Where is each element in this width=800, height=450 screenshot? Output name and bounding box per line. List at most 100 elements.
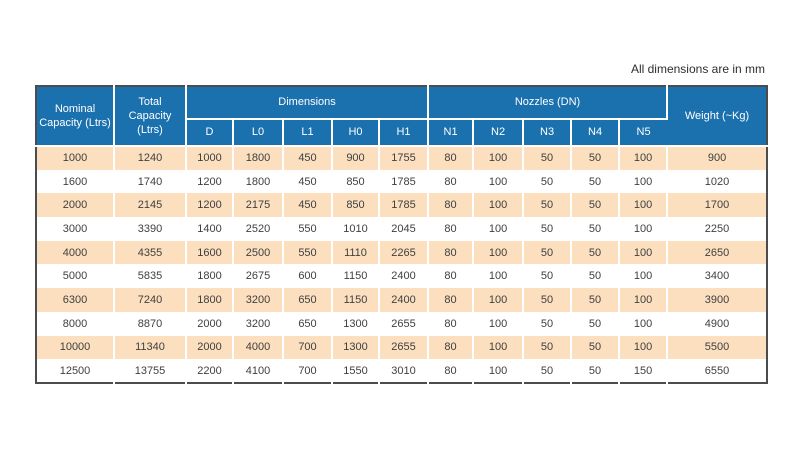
table-cell: 3200 [233,311,284,336]
table-cell: 100 [619,146,669,170]
table-cell: 1600 [186,240,234,265]
table-row: 10000 11340 2000 4000 700 1300 2655 80 100 50 50 10… [36,335,768,360]
table-cell: 1150 [332,264,380,289]
subheader-n3: N3 [523,119,573,147]
table-cell: 6550 [704,364,730,377]
table-cell: 50 [571,169,621,194]
table-cell: 2000 [186,311,234,336]
table-cell: 1200 [186,193,234,218]
table-cell: 5000 [36,264,115,289]
table-cell: 4000 [233,335,284,360]
subheader-d: D [186,119,234,147]
table-cell: 100 [473,335,525,360]
table-cell: 100 [473,193,525,218]
table-cell: 50 [523,169,573,194]
table-cell: 2500 [233,240,284,265]
table-cell: 50 [571,335,621,360]
table-cell: 1300 [332,335,380,360]
table-cell: 2400 [379,264,430,289]
table-cell: 100 [473,169,525,194]
table-cell: 850 [332,193,380,218]
table-cell: 50 [523,146,573,170]
table-cell: 1800 [186,288,234,312]
subheader-h1: H1 [379,119,430,147]
table-cell: 50 [571,264,621,289]
table-cell: 5500 [704,341,730,354]
table-cell: 700 [283,359,333,383]
table-cell: 100 [619,169,669,194]
table-cell: 2200 [186,359,234,383]
table-cell: 3900 [704,293,730,306]
table-cell: 100 [473,288,525,312]
table-cell: 2655 [379,311,430,336]
table-cell: 80 [428,335,475,360]
table-cell: 900 [707,152,727,165]
table-cell: 1800 [233,169,284,194]
header-group-row: Nominal Capacity (Ltrs) Total Capacity (… [36,86,768,147]
table-cell: 1550 [332,359,380,383]
table-cell: 50 [523,240,573,265]
table-cell: 80 [428,169,475,194]
header-dimensions-group: Dimensions [186,86,430,120]
table-cell: 80 [428,311,475,336]
table-cell: 1600 [36,169,115,194]
table-cell: 6300 [36,288,115,312]
table-cell: 2650 [704,246,730,259]
table-cell: 150 [619,359,669,383]
table-cell: 100 [619,288,669,312]
table-header: Nominal Capacity (Ltrs) Total Capacity (… [36,86,768,147]
table-cell: 13755 [114,359,187,383]
table-cell: 600 [283,264,333,289]
table-cell: 100 [473,359,525,383]
table-cell: 2000 [36,193,115,218]
table-cell: 50 [571,193,621,218]
spec-table-container: Nominal Capacity (Ltrs) Total Capacity (… [35,85,769,384]
table-cell: 450 [283,169,333,194]
table-cell: 2045 [379,217,430,241]
table-cell: 1700 [704,199,730,212]
subheader-h0: H0 [332,119,380,147]
dimensions-note: All dimensions are in mm [630,62,765,76]
table-cell: 100 [473,217,525,241]
table-cell: 4900 [704,317,730,330]
table-cell: 7240 [114,288,187,312]
table-cell: 2265 [379,240,430,265]
subheader-n5: N5 [619,119,668,147]
table-cell: 1785 [379,169,430,194]
table-cell: 80 [428,193,475,218]
table-cell: 100 [473,264,525,289]
header-nominal-capacity: Nominal Capacity (Ltrs) [36,86,115,147]
table-cell: 11340 [114,335,187,360]
table-cell: 550 [283,217,333,241]
table-cell: 5835 [114,264,187,289]
table-body: 1000 1240 1000 1800 450 900 1755 80 100 50 50 100 90… [36,146,768,383]
table-row: 5000 5835 1800 2675 600 1150 2400 80 100 50 50 100 3… [36,264,768,289]
table-row: 3000 3390 1400 2520 550 1010 2045 80 100 50 50 100 2… [36,217,768,241]
table-cell: 2400 [379,288,430,312]
table-cell: 50 [571,146,621,170]
subheader-n1: N1 [428,119,475,147]
subheader-n4: N4 [571,119,621,147]
table-cell: 1785 [379,193,430,218]
table-cell: 8000 [36,311,115,336]
table-cell: 80 [428,240,475,265]
table-cell: 2520 [233,217,284,241]
table-cell: 3390 [114,217,187,241]
table-cell: 50 [571,240,621,265]
table-cell: 1110 [332,240,380,265]
table-cell: 50 [523,288,573,312]
table-cell: 2175 [233,193,284,218]
table-cell: 4100 [233,359,284,383]
table-cell: 8870 [114,311,187,336]
table-cell: 2250 [704,222,730,235]
table-cell: 50 [571,359,621,383]
table-cell: 80 [428,217,475,241]
table-cell: 1400 [186,217,234,241]
table-row: 1600 1740 1200 1800 450 850 1785 80 100 50 50 100 10… [36,169,768,194]
table-row: 4000 4355 1600 2500 550 1110 2265 80 100 50 50 100 2… [36,240,768,265]
table-cell: 80 [428,359,475,383]
table-cell: 50 [571,311,621,336]
table-cell: 1800 [186,264,234,289]
table-cell: 100 [619,311,669,336]
table-cell: 450 [283,146,333,170]
